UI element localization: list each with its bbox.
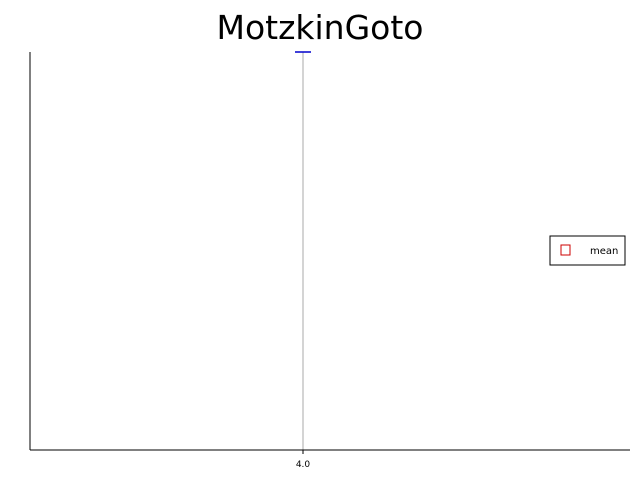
x-tick-label: 4.0 [296,460,311,470]
chart-marks [295,51,311,450]
legend-label-mean: mean [590,246,618,257]
chart-title: MotzkinGoto [216,8,424,47]
legend-box [549,235,626,266]
legend-marker-mean [560,244,571,256]
x-ticks: 4.0 [296,450,311,470]
legend: mean [549,235,626,266]
